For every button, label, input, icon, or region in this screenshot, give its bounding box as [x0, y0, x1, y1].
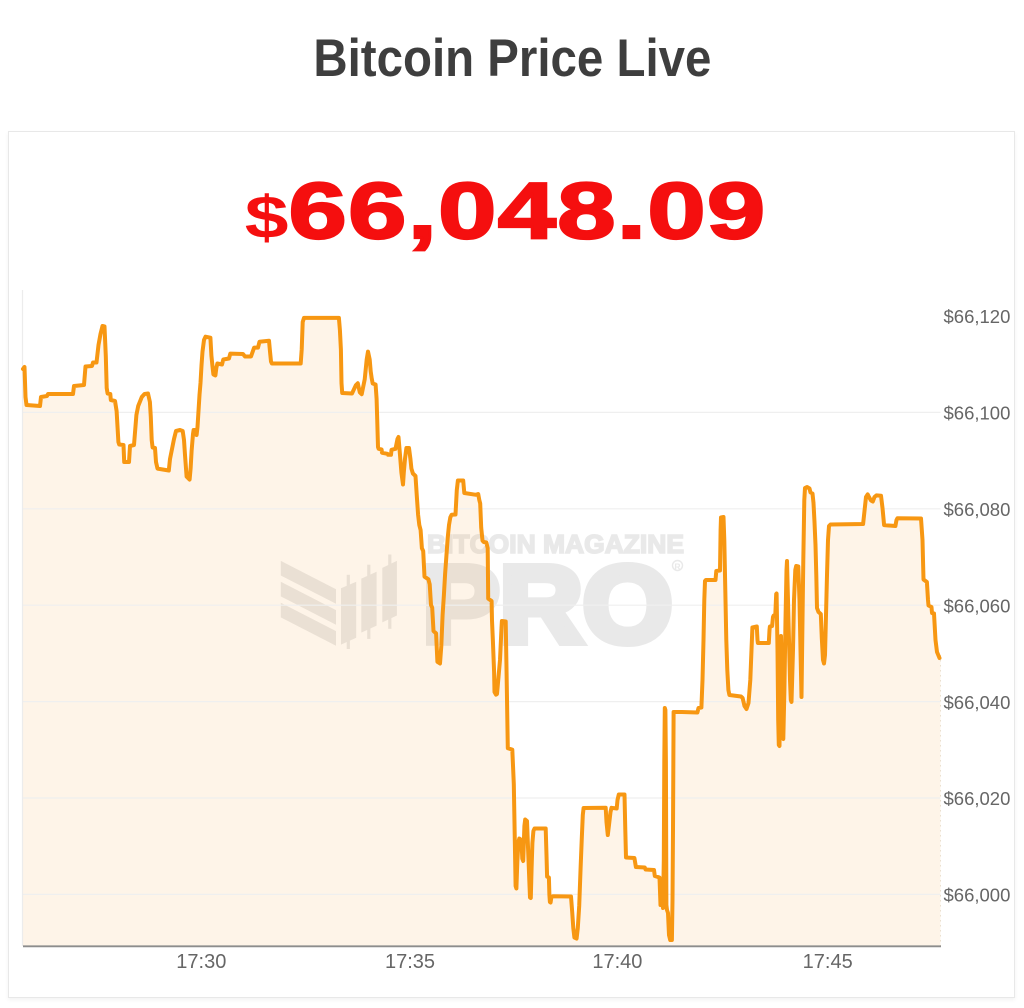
svg-text:BITCOIN MAGAZINE: BITCOIN MAGAZINE — [427, 531, 684, 559]
svg-text:$66,100: $66,100 — [944, 403, 1011, 424]
svg-text:R: R — [674, 561, 680, 571]
svg-text:17:40: 17:40 — [592, 951, 642, 973]
svg-text:$66,080: $66,080 — [944, 499, 1011, 520]
svg-text:17:30: 17:30 — [176, 951, 226, 973]
svg-text:17:35: 17:35 — [385, 951, 435, 973]
svg-text:$66,060: $66,060 — [944, 595, 1011, 616]
svg-text:$66,000: $66,000 — [944, 885, 1011, 906]
svg-text:$66,020: $66,020 — [944, 788, 1011, 809]
svg-text:$66,120: $66,120 — [944, 306, 1011, 327]
svg-text:$66,040: $66,040 — [944, 692, 1011, 713]
svg-text:17:45: 17:45 — [803, 951, 853, 973]
